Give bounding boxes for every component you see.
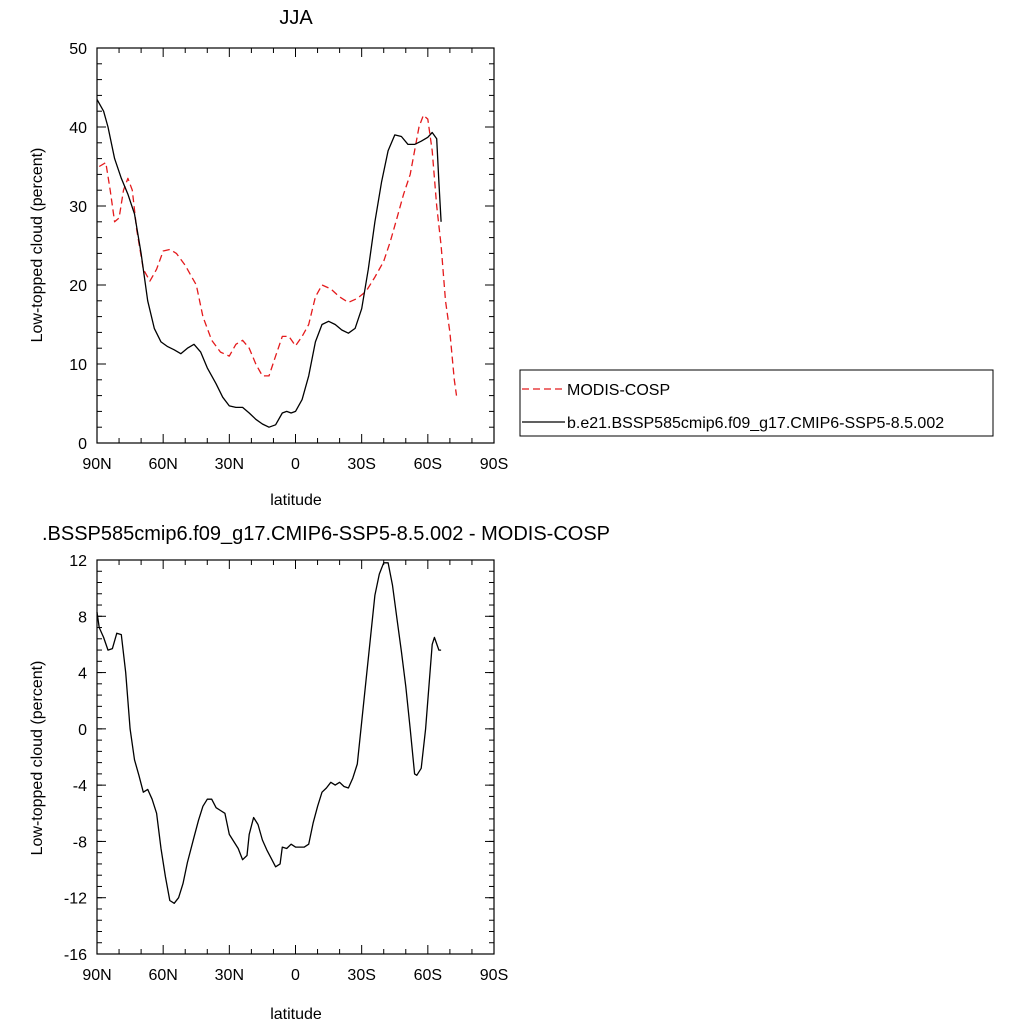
top-x-tick-label: 0 (291, 456, 300, 473)
bottom-x-tick-label: 90S (480, 967, 508, 984)
bottom-x-tick-label: 30S (347, 967, 375, 984)
legend-label-modis: MODIS-COSP (567, 382, 670, 399)
bottom-series-line-0 (96, 562, 442, 904)
top-y-tick-label: 50 (69, 41, 87, 58)
bottom-y-tick-label: 4 (78, 666, 87, 683)
top-x-tick-label: 30N (215, 456, 244, 473)
legend-label-model: b.e21.BSSP585cmip6.f09_g17.CMIP6-SSP5-8.… (567, 415, 944, 432)
bottom-y-tick-label: 8 (78, 609, 87, 626)
top-y-axis-label: Low-topped cloud (percent) (29, 148, 46, 343)
top-x-tick-label: 90N (82, 456, 111, 473)
top-plot-area: 90N 60N 30N 0 30S 60S 90S 0 10 20 30 40 50 (69, 41, 508, 473)
bottom-x-tick-label: 60N (148, 967, 177, 984)
bottom-y-tick-label: -12 (64, 891, 87, 908)
top-chart-title: JJA (279, 7, 313, 29)
top-series-line-1 (96, 99, 442, 428)
top-y-tick-label: 0 (78, 436, 87, 453)
top-y-tick-label: 20 (69, 278, 87, 295)
top-y-tick-label: 10 (69, 357, 87, 374)
legend-box (519, 369, 994, 437)
bottom-y-tick-label: -4 (73, 778, 87, 795)
bottom-x-tick-label: 0 (291, 967, 300, 984)
bottom-x-axis-label: latitude (270, 1006, 322, 1023)
bottom-y-axis-label: Low-topped cloud (percent) (29, 661, 46, 856)
bottom-panel: .BSSP585cmip6.f09_g17.CMIP6-SSP5-8.5.002… (29, 523, 610, 1023)
bottom-x-tick-label: 60S (414, 967, 442, 984)
top-series-line-0 (98, 114, 458, 396)
top-x-tick-label: 60N (148, 456, 177, 473)
legend: MODIS-COSP b.e21.BSSP585cmip6.f09_g17.CM… (519, 369, 994, 437)
bottom-y-tick-label: 12 (69, 553, 87, 570)
bottom-chart-title: .BSSP585cmip6.f09_g17.CMIP6-SSP5-8.5.002… (42, 523, 610, 545)
top-y-tick-label: 30 (69, 199, 87, 216)
top-x-tick-label: 90S (480, 456, 508, 473)
top-x-tick-label: 30S (347, 456, 375, 473)
top-x-tick-label: 60S (414, 456, 442, 473)
bottom-plot-frame (96, 559, 495, 955)
bottom-y-tick-label: 0 (78, 722, 87, 739)
bottom-x-tick-label: 30N (215, 967, 244, 984)
bottom-y-tick-label: -8 (73, 834, 87, 851)
top-x-axis-label: latitude (270, 492, 322, 509)
bottom-y-tick-label: -16 (64, 947, 87, 964)
top-panel: JJA Low-topped cloud (percent) latitude … (29, 7, 508, 509)
top-y-tick-label: 40 (69, 120, 87, 137)
bottom-plot-area: 90N 60N 30N 0 30S 60S 90S -16 -12 -8 -4 0 4 8 12 (64, 553, 508, 984)
top-plot-frame (96, 47, 495, 444)
bottom-x-tick-label: 90N (82, 967, 111, 984)
